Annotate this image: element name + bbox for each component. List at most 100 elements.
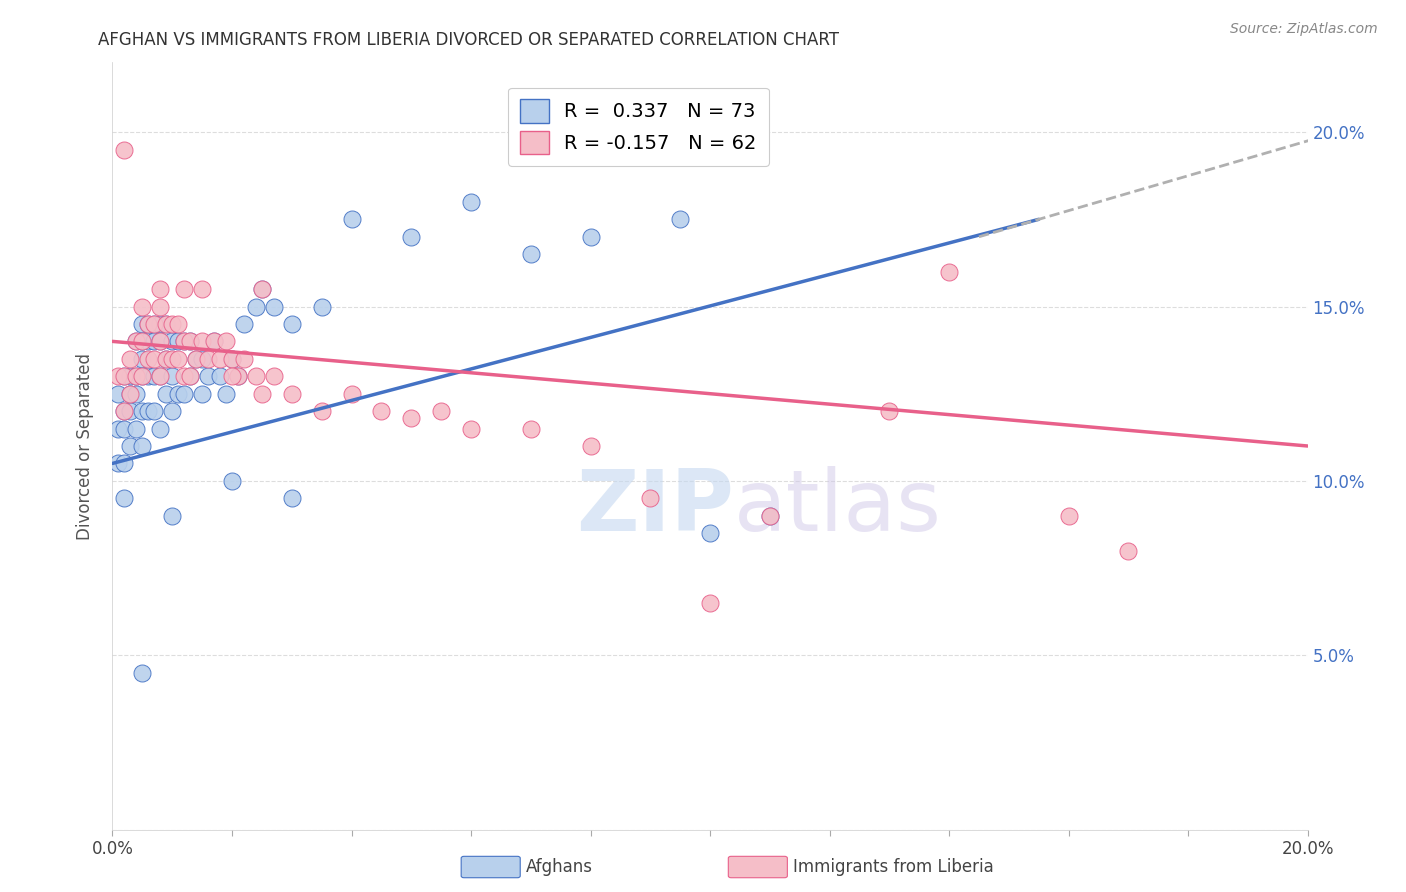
Point	[233, 351, 256, 366]
Point	[162, 317, 183, 331]
Point	[149, 421, 172, 435]
Point	[143, 334, 166, 349]
Point	[191, 334, 214, 349]
Point	[114, 491, 135, 506]
Point	[250, 282, 273, 296]
Point	[340, 386, 363, 401]
Point	[149, 317, 172, 331]
Point	[162, 334, 183, 349]
Point	[186, 351, 208, 366]
Point	[155, 351, 177, 366]
Point	[149, 369, 172, 384]
Point	[131, 369, 153, 384]
Point	[191, 282, 214, 296]
Point	[131, 351, 153, 366]
Point	[520, 421, 543, 435]
Point	[173, 282, 195, 296]
Point	[179, 369, 201, 384]
Point	[167, 386, 190, 401]
Point	[401, 411, 423, 425]
Point	[202, 334, 225, 349]
Point	[131, 334, 153, 349]
Point	[162, 404, 183, 418]
Point	[221, 351, 243, 366]
Point	[114, 457, 135, 471]
Point	[191, 351, 214, 366]
Point	[162, 508, 183, 523]
Point	[149, 334, 172, 349]
Point	[155, 386, 177, 401]
Point	[138, 404, 160, 418]
Point	[759, 508, 782, 523]
Point	[162, 369, 183, 384]
Point	[125, 334, 148, 349]
Point	[155, 351, 177, 366]
Text: atlas: atlas	[734, 466, 942, 549]
Point	[430, 404, 453, 418]
Point	[120, 369, 142, 384]
Point	[120, 386, 142, 401]
Point	[640, 491, 662, 506]
Point	[226, 369, 249, 384]
Point	[149, 300, 172, 314]
Point	[114, 369, 135, 384]
Point	[221, 369, 243, 384]
Point	[191, 386, 214, 401]
Point	[759, 508, 782, 523]
Point	[179, 334, 201, 349]
Point	[125, 334, 148, 349]
Point	[167, 317, 190, 331]
Point	[143, 317, 166, 331]
Point	[173, 334, 195, 349]
Point	[579, 439, 602, 453]
Point	[131, 317, 153, 331]
Point	[125, 386, 148, 401]
Point	[149, 334, 172, 349]
Text: ZIP: ZIP	[576, 466, 734, 549]
Point	[131, 369, 153, 384]
Point	[401, 229, 423, 244]
Point	[131, 300, 153, 314]
Point	[131, 404, 153, 418]
Point	[1118, 543, 1140, 558]
Point	[520, 247, 543, 261]
Point	[138, 317, 160, 331]
Text: Source: ZipAtlas.com: Source: ZipAtlas.com	[1230, 22, 1378, 37]
Point	[107, 386, 129, 401]
Point	[107, 457, 129, 471]
Point	[114, 404, 135, 418]
Point	[149, 369, 172, 384]
Point	[149, 282, 172, 296]
Point	[107, 421, 129, 435]
Point	[162, 351, 183, 366]
Point	[120, 351, 142, 366]
Point	[1057, 508, 1080, 523]
Point	[173, 386, 195, 401]
Point	[173, 334, 195, 349]
Point	[131, 439, 153, 453]
Point	[120, 439, 142, 453]
Point	[233, 317, 256, 331]
Point	[250, 386, 273, 401]
Point	[125, 421, 148, 435]
Point	[114, 143, 135, 157]
Point	[179, 334, 201, 349]
Point	[460, 194, 482, 209]
Point	[226, 369, 249, 384]
Point	[281, 317, 304, 331]
Point	[699, 596, 721, 610]
Point	[340, 212, 363, 227]
Point	[138, 334, 160, 349]
Point	[114, 369, 135, 384]
Point	[209, 351, 232, 366]
Text: Afghans: Afghans	[526, 858, 593, 876]
Point	[125, 369, 148, 384]
Point	[120, 386, 142, 401]
Point	[579, 229, 602, 244]
Point	[370, 404, 392, 418]
Point	[215, 386, 238, 401]
Point	[107, 369, 129, 384]
Point	[143, 369, 166, 384]
Point	[138, 351, 160, 366]
Text: Immigrants from Liberia: Immigrants from Liberia	[793, 858, 994, 876]
